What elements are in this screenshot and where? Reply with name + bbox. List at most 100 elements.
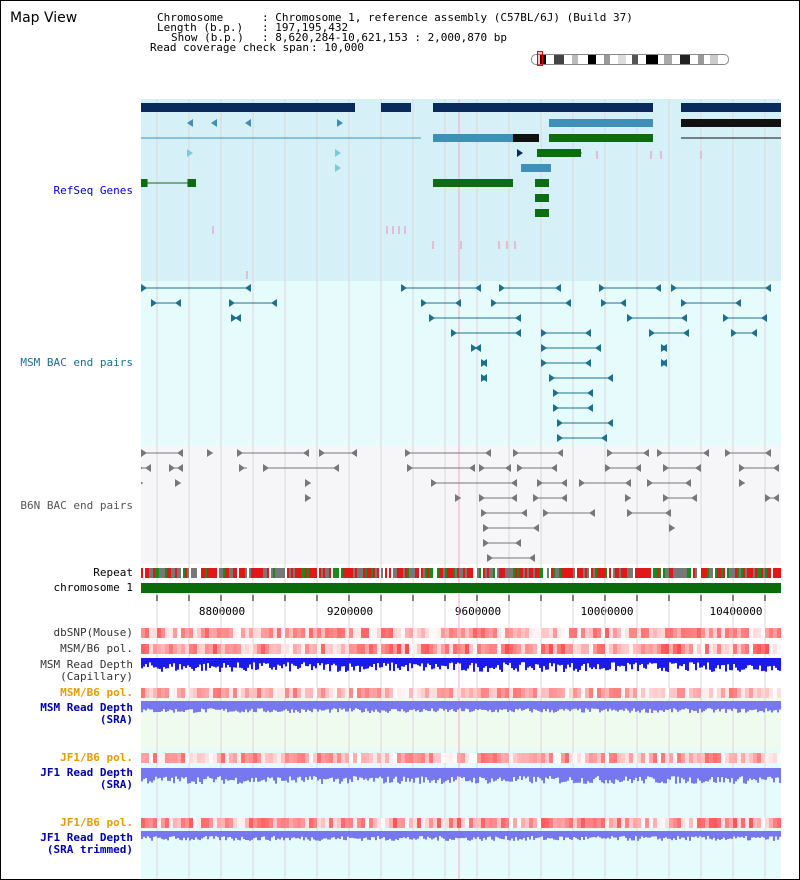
bac-end-arrow bbox=[625, 494, 631, 502]
depth-bar bbox=[583, 701, 585, 713]
depth-bar bbox=[593, 658, 595, 668]
heat-cell bbox=[513, 688, 517, 698]
heat-cell bbox=[357, 644, 361, 654]
heat-cell bbox=[769, 628, 773, 638]
heat-cell bbox=[721, 753, 725, 763]
chromosome-ideogram[interactable] bbox=[531, 54, 729, 65]
heat-cell bbox=[353, 753, 357, 763]
heat-cell bbox=[521, 688, 525, 698]
depth-bar bbox=[143, 768, 145, 780]
genome-tracks-canvas[interactable] bbox=[141, 99, 781, 880]
repeat-cell bbox=[441, 568, 443, 578]
bac-end-arrow bbox=[725, 449, 731, 457]
heat-cell bbox=[177, 753, 181, 763]
depth-bar bbox=[773, 701, 775, 711]
b6n-bac-track bbox=[141, 449, 779, 562]
heat-cell bbox=[517, 753, 521, 763]
heat-cell bbox=[221, 644, 225, 654]
heat-cell bbox=[149, 753, 153, 763]
depth-bar bbox=[627, 658, 629, 663]
repeat-cell bbox=[505, 568, 507, 578]
depth-bar bbox=[751, 831, 753, 838]
repeat-cell bbox=[237, 568, 239, 578]
depth-bar bbox=[403, 701, 405, 712]
heat-cell bbox=[741, 644, 745, 654]
depth-bar bbox=[607, 768, 609, 784]
depth-bar bbox=[595, 768, 597, 778]
heat-cell bbox=[161, 753, 165, 763]
heat-cell bbox=[233, 753, 237, 763]
gene-block bbox=[433, 134, 513, 142]
depth-bar bbox=[455, 831, 457, 838]
depth-bar bbox=[619, 658, 621, 667]
depth-bar bbox=[281, 701, 283, 712]
heat-cell bbox=[233, 688, 237, 698]
heat-cell bbox=[417, 753, 421, 763]
depth-bar bbox=[469, 658, 471, 666]
depth-bar bbox=[393, 831, 395, 841]
heat-cell bbox=[689, 818, 693, 828]
heat-cell bbox=[181, 753, 185, 763]
depth-bar bbox=[459, 768, 461, 777]
depth-bar bbox=[639, 831, 641, 839]
repeat-cell bbox=[295, 568, 297, 578]
heat-cell bbox=[561, 688, 565, 698]
depth-bar bbox=[745, 768, 747, 784]
repeat-cell bbox=[601, 568, 603, 578]
heat-cell bbox=[585, 818, 589, 828]
depth-bar bbox=[493, 831, 495, 841]
heat-cell bbox=[489, 818, 493, 828]
depth-bar bbox=[707, 658, 709, 663]
heat-cell bbox=[401, 753, 405, 763]
heat-cell bbox=[669, 753, 673, 763]
repeat-cell bbox=[187, 568, 189, 578]
depth-bar bbox=[213, 701, 215, 709]
depth-bar bbox=[237, 768, 239, 784]
depth-bar bbox=[315, 701, 317, 710]
repeat-cell bbox=[469, 568, 471, 578]
track-label-refseq-genes[interactable]: RefSeq Genes bbox=[53, 184, 133, 197]
depth-bar bbox=[289, 831, 291, 841]
depth-bar bbox=[425, 831, 427, 840]
bac-end-arrow bbox=[671, 284, 677, 292]
track-label-b6n-bac[interactable]: B6N BAC end pairs bbox=[20, 499, 133, 512]
depth-bar bbox=[473, 701, 475, 711]
ideogram-view-marker[interactable] bbox=[537, 51, 543, 66]
depth-bar bbox=[159, 658, 161, 669]
depth-bar bbox=[711, 658, 713, 672]
repeat-cell bbox=[499, 568, 501, 578]
heat-cell bbox=[737, 818, 741, 828]
heat-cell bbox=[573, 628, 577, 638]
heat-cell bbox=[225, 628, 229, 638]
depth-bar bbox=[521, 768, 523, 780]
depth-bar bbox=[417, 701, 419, 711]
depth-bar bbox=[723, 831, 725, 838]
heat-cell bbox=[441, 753, 445, 763]
heat-cell bbox=[769, 644, 773, 654]
depth-bar bbox=[285, 831, 287, 838]
heat-cell bbox=[237, 644, 241, 654]
repeat-cell bbox=[395, 568, 397, 578]
repeat-cell bbox=[179, 568, 181, 578]
track-label-msm-bac[interactable]: MSM BAC end pairs bbox=[20, 356, 133, 369]
heat-cell bbox=[497, 688, 501, 698]
depth-bar bbox=[545, 768, 547, 778]
depth-bar bbox=[541, 701, 543, 713]
depth-bar bbox=[605, 658, 607, 671]
depth-bar bbox=[611, 831, 613, 837]
depth-bar bbox=[703, 831, 705, 837]
depth-bar bbox=[535, 701, 537, 710]
heat-cell bbox=[633, 644, 637, 654]
depth-bar bbox=[211, 831, 213, 837]
heat-cell bbox=[537, 628, 541, 638]
depth-bar bbox=[431, 768, 433, 781]
depth-bar bbox=[333, 768, 335, 782]
depth-bar bbox=[269, 701, 271, 713]
depth-bar bbox=[667, 658, 669, 672]
heat-cell bbox=[693, 644, 697, 654]
heat-cell bbox=[329, 753, 333, 763]
heat-cell bbox=[569, 753, 573, 763]
depth-bar bbox=[535, 658, 537, 665]
heat-cell bbox=[517, 628, 521, 638]
depth-bar bbox=[279, 658, 281, 666]
